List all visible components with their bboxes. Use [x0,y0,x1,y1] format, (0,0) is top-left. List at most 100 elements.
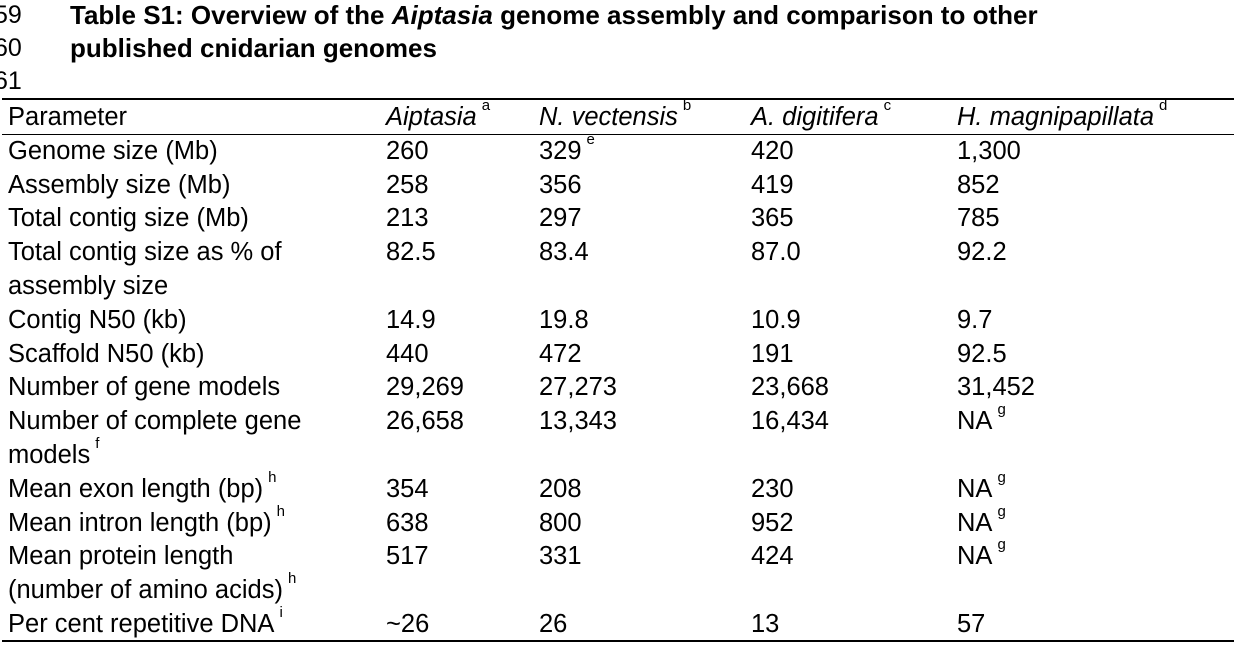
header-col-name: A. digitifera [751,103,879,131]
table-row: Genome size (Mb) 260 329 e 420 1,300 [8,132,1232,169]
table-cell: 419 [751,169,957,203]
row-label: Mean protein length (number of amino acid… [8,540,386,608]
row-label: Number of complete gene models f [8,405,386,473]
row-label-text: Total contig size as % of [8,238,282,267]
row-label: Contig N50 (kb) [8,304,386,338]
cell-value: 208 [539,474,582,503]
cell-value: 57 [957,609,986,638]
row-label: Mean exon length (bp) h [8,470,386,507]
table-cell: 356 [539,169,751,203]
footnote-mark: d [1159,97,1168,114]
cell-value: 191 [751,339,794,368]
table-cell: NA g [957,402,1232,473]
cell-value: 440 [386,339,429,368]
table-cell: 208 [539,473,751,507]
table-cell: 420 [751,135,957,169]
table-cell: 472 [539,338,751,372]
table-cell: ~26 [386,608,539,642]
cell-value: 424 [751,542,794,571]
table-cell: 329 e [539,132,751,169]
row-label-text: Genome size (Mb) [8,136,218,165]
cell-value: 82.5 [386,238,436,267]
table-cell: 785 [957,202,1232,236]
cell-value: 331 [539,542,582,571]
bottom-rule [2,640,1234,642]
table-body: Genome size (Mb) 260 329 e 420 1,300 Assembly … [8,132,1232,642]
cell-value: 329 [539,136,582,165]
cell-value: 13 [751,609,780,638]
table-cell: 331 [539,540,751,608]
cell-value: 9.7 [957,305,993,334]
row-label: Number of gene models [8,371,386,405]
cell-value: 13,343 [539,407,617,436]
table-row: Mean exon length (bp) h 354 208 230 NA g [8,470,1232,507]
line-number: 60 [0,34,22,62]
table-cell: 852 [957,169,1232,203]
cell-value: 213 [386,204,429,233]
footnote-mark: g [997,401,1006,419]
table-cell: 517 [386,540,539,608]
table-cell: NA g [957,537,1232,608]
cell-value: 800 [539,508,582,537]
footnote-mark: g [997,536,1006,554]
header-col-name: N. vectensis [539,103,678,131]
footnote-mark: a [481,97,491,114]
table-cell: 191 [751,338,957,372]
table-cell: 952 [751,507,957,541]
row-label-text: Mean exon length (bp) [8,474,264,503]
table-row: Per cent repetitive DNA i ~26 26 13 57 [8,605,1232,642]
row-label: Genome size (Mb) [8,135,386,169]
cell-value: 297 [539,204,582,233]
table-cell: NA g [957,504,1232,541]
table-row: Assembly size (Mb) 258 356 419 852 [8,169,1232,203]
table-cell: 26 [539,608,751,642]
cell-value: 260 [386,136,429,165]
table-cell: 365 [751,202,957,236]
cell-value: 517 [386,542,429,571]
footnote-mark: h [287,570,297,588]
row-label: Total contig size (Mb) [8,202,386,236]
table-cell: 16,434 [751,405,957,473]
table-cell: 83.4 [539,236,751,304]
row-label-text-cont: assembly size [8,271,169,300]
cell-value: 92.5 [957,339,1007,368]
footnote-mark: h [276,502,285,520]
cell-value: 230 [751,474,794,503]
footnote-mark: h [268,468,277,486]
cell-value: 92.2 [957,238,1007,267]
header-col-name: H. magnipapillata [957,103,1155,131]
cell-value: 14.9 [386,305,436,334]
table-cell: 14.9 [386,304,539,338]
line-number: 61 [0,67,22,95]
header-col: N. vectensis b [539,98,751,135]
cell-value: 31,452 [957,373,1035,402]
table-row: Number of gene models 29,269 27,273 23,668 3… [8,371,1232,405]
table-title: Table S1: Overview of the Aiptasia genom… [70,0,1038,31]
cell-value: 852 [957,170,1000,199]
table-cell: 13 [751,608,957,642]
cell-value: NA [957,474,993,503]
cell-value: 10.9 [751,305,801,334]
table-row: Total contig size as % of assembly size 82… [8,236,1232,304]
table-row: Mean protein length (number of amino acid… [8,537,1232,608]
row-label: Per cent repetitive DNA i [8,605,386,642]
title-suffix: genome assembly and comparison to other [492,0,1038,30]
table-row: Number of complete gene models f 26,658 13,3… [8,402,1232,473]
row-label: Assembly size (Mb) [8,169,386,203]
table-cell: 13,343 [539,405,751,473]
table-cell: 440 [386,338,539,372]
genome-table: Parameter Aiptasia a N. vectensis b A. dig… [8,98,1232,642]
table-cell: 213 [386,202,539,236]
table-title-line2: published cnidarian genomes [70,33,437,63]
row-label-text: Number of complete gene [8,407,302,436]
footnote-mark: g [997,468,1006,486]
table-cell: 29,269 [386,371,539,405]
cell-value: 258 [386,170,429,199]
table-cell: 638 [386,507,539,541]
cell-value: 87.0 [751,238,801,267]
cell-value: 26,658 [386,407,464,436]
table-cell: 82.5 [386,236,539,304]
cell-value: 356 [539,170,582,199]
row-label-text: Number of gene models [8,373,281,402]
table-cell: 31,452 [957,371,1232,405]
